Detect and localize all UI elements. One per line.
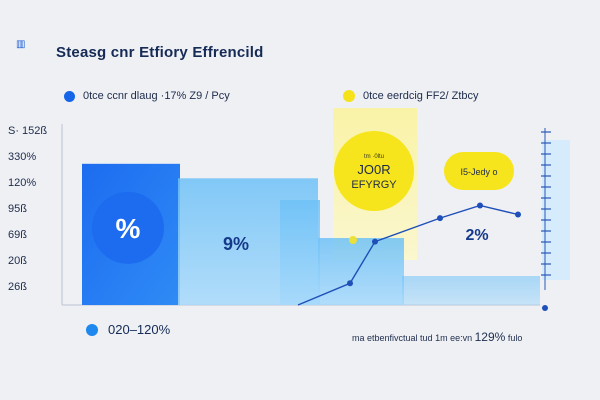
y-tick-label: S· 152ß	[8, 125, 47, 137]
bar-label: %	[116, 213, 141, 244]
line-point	[515, 211, 521, 218]
chart-title: Steasg cnr Etfiory Effrencild	[56, 44, 264, 61]
bubble-text: EFYRGY	[351, 179, 397, 191]
corner-chart-icon: ▥	[16, 39, 26, 50]
accent-point	[349, 236, 357, 244]
bar	[318, 238, 404, 305]
right-axis-point	[542, 305, 548, 311]
right-band	[542, 140, 570, 280]
bubble-pill	[444, 152, 514, 190]
line-point	[437, 215, 443, 222]
bar-label: 9%	[223, 234, 249, 254]
legend-right-dot	[343, 90, 355, 102]
footer-left-label: 020–120%	[108, 322, 171, 337]
bar	[402, 276, 540, 305]
legend-left-dot	[64, 90, 75, 102]
legend-right-label: 0tce eerdcig FF2/ Ztbcy	[363, 90, 479, 102]
line-point	[477, 202, 483, 209]
footer-right-big: 129%	[474, 330, 506, 344]
bubble-text: I5-Jedy o	[460, 167, 497, 177]
line-point	[347, 280, 353, 287]
footer-right-small: ma etbenfivctual tud	[352, 333, 433, 343]
footer-right-tail: fulo	[507, 333, 523, 343]
footer-left: 020–120%	[86, 322, 170, 337]
y-tick-label: 330%	[8, 151, 36, 163]
annotation-label: 2%	[465, 227, 488, 244]
y-tick-label: 69ß	[8, 229, 27, 241]
bar-badge-circle	[92, 191, 164, 264]
y-tick-label: 95ß	[8, 203, 27, 215]
legend-left-label: 0tce ccnr dlaug ·17% Z9 / Pcy	[83, 90, 230, 102]
y-tick-label: 20ß	[8, 255, 27, 267]
y-tick-label: 120%	[8, 177, 36, 189]
bubble-circle	[334, 131, 414, 211]
legend-right: 0tce eerdcig FF2/ Ztbcy	[343, 90, 479, 102]
footer-right-mid: 1m ee:vn	[435, 333, 473, 343]
y-tick-label: 26ß	[8, 281, 27, 293]
bubble-text: tm ·0ltu	[364, 154, 384, 160]
legend-left: 0tce ccnr dlaug ·17% Z9 / Pcy	[64, 90, 230, 102]
footer-right: ma etbenfivctual tud 1m ee:vn 129% fulo	[352, 330, 522, 344]
bubble-text: JO0R	[357, 162, 390, 177]
line-point	[372, 238, 378, 245]
footer-left-dot	[86, 323, 98, 336]
line-series-path	[297, 204, 519, 306]
bar	[280, 200, 320, 305]
